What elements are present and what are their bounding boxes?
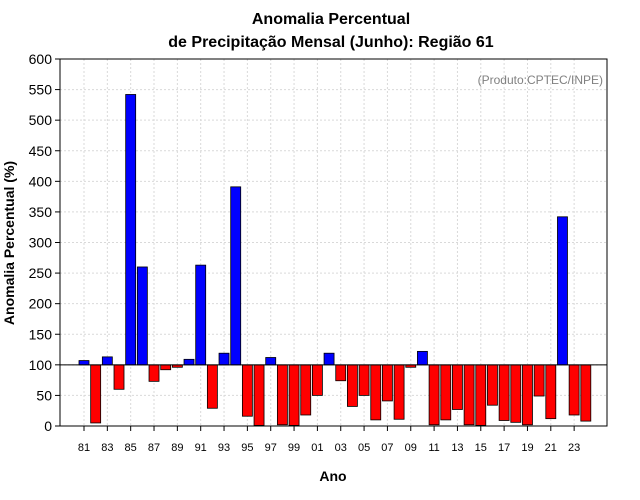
x-tick-label: 17 xyxy=(498,442,510,454)
bar-1986 xyxy=(136,266,148,366)
bar-2017 xyxy=(498,364,510,421)
y-tick-label: 250 xyxy=(29,265,53,281)
x-tick-label: 89 xyxy=(171,442,183,454)
x-tick-label: 83 xyxy=(101,442,113,454)
x-tick-label: 95 xyxy=(241,442,253,454)
bar-2000 xyxy=(300,364,312,416)
y-tick-label: 550 xyxy=(29,82,53,98)
bar-1990 xyxy=(183,358,195,366)
bar-1998 xyxy=(276,364,288,426)
bar-1996 xyxy=(253,364,265,426)
x-tick-label: 81 xyxy=(78,442,90,454)
bar-1984 xyxy=(113,364,125,390)
bar-2016 xyxy=(487,364,498,406)
x-tick-label: 03 xyxy=(335,442,347,454)
y-tick-label: 500 xyxy=(29,112,53,128)
bar-2010 xyxy=(417,350,428,366)
bar-2007 xyxy=(382,364,393,402)
bar-2012 xyxy=(440,364,452,421)
bar-2020 xyxy=(533,364,545,397)
y-tick-label: 450 xyxy=(29,143,53,159)
y-axis: 0 50 100 150 200 250 300 350 400 450 500 550 600 xyxy=(29,51,60,434)
chart-title-line2: de Precipitação Mensal (Junho): Região 6… xyxy=(168,34,494,51)
bar-1987 xyxy=(148,364,160,382)
bar-1982 xyxy=(90,364,102,424)
bar-2002 xyxy=(323,352,335,366)
bar-2004 xyxy=(347,364,358,407)
x-tick-label: 21 xyxy=(545,442,557,454)
bar-2008 xyxy=(393,364,405,420)
y-tick-label: 0 xyxy=(44,418,52,434)
x-tick-label: 13 xyxy=(451,442,463,454)
x-tick-label: 05 xyxy=(358,442,370,454)
y-tick-label: 400 xyxy=(29,173,53,189)
x-tick-label: 07 xyxy=(381,442,393,454)
y-tick-label: 350 xyxy=(29,204,53,220)
bar-2024 xyxy=(580,364,592,422)
x-tick-label: 15 xyxy=(475,442,487,454)
y-tick-label: 150 xyxy=(29,326,53,342)
x-tick-label: 99 xyxy=(288,442,300,454)
bars xyxy=(78,94,592,426)
x-tick-label: 85 xyxy=(125,442,137,454)
bar-2003 xyxy=(335,364,347,382)
x-tick-label: 19 xyxy=(521,442,533,454)
bar-2023 xyxy=(568,364,580,416)
bar-1997 xyxy=(265,357,277,366)
bar-1992 xyxy=(206,364,218,409)
x-tick-label: 23 xyxy=(568,442,580,454)
y-tick-label: 600 xyxy=(29,51,53,67)
bar-2019 xyxy=(522,364,533,426)
bar-1999 xyxy=(288,364,300,426)
y-tick-label: 100 xyxy=(29,357,53,373)
bar-1991 xyxy=(195,264,207,366)
source-label: (Produto:CPTEC/INPE) xyxy=(478,73,603,87)
bar-1983 xyxy=(101,356,113,366)
x-axis: 81 83 85 87 89 91 93 95 97 99 01 03 05 07 09 11 13 15 17 19… xyxy=(78,426,580,454)
bar-2022 xyxy=(557,216,568,366)
bar-1981 xyxy=(78,360,90,366)
x-tick-label: 11 xyxy=(428,442,439,454)
x-tick-label: 01 xyxy=(311,442,323,454)
bar-2018 xyxy=(510,364,522,423)
y-tick-label: 300 xyxy=(29,235,53,251)
x-axis-label: Ano xyxy=(319,468,346,484)
y-axis-label: Anomalia Percentual (%) xyxy=(1,161,17,325)
x-tick-label: 97 xyxy=(265,442,277,454)
bar-2015 xyxy=(475,364,487,426)
bar-2021 xyxy=(545,364,557,420)
bar-2005 xyxy=(358,364,370,396)
x-tick-label: 09 xyxy=(405,442,417,454)
y-tick-label: 200 xyxy=(29,296,53,312)
x-tick-label: 87 xyxy=(148,442,160,454)
bar-2011 xyxy=(428,364,440,426)
bar-1994 xyxy=(230,186,242,366)
bar-2014 xyxy=(463,364,475,426)
x-tick-label: 91 xyxy=(195,442,207,454)
bar-1995 xyxy=(241,364,253,417)
bar-1993 xyxy=(218,352,230,366)
chart-title-line1: Anomalia Percentual xyxy=(252,11,410,28)
bar-1985 xyxy=(125,94,137,366)
y-tick-label: 50 xyxy=(36,387,52,403)
bar-2006 xyxy=(370,364,382,421)
x-tick-label: 93 xyxy=(218,442,230,454)
bar-1988 xyxy=(160,364,172,371)
bar-2001 xyxy=(311,364,323,396)
bar-2013 xyxy=(452,364,463,410)
